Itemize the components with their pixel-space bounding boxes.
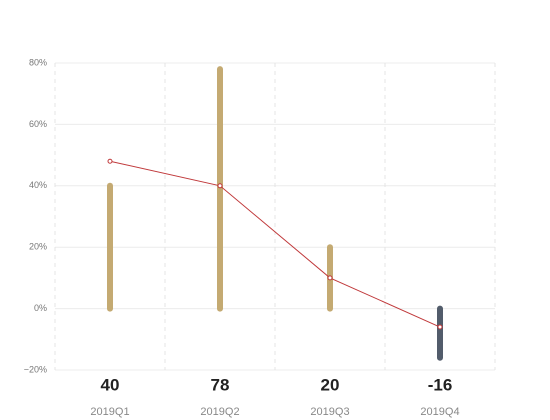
x-tick-label: 2019Q1: [90, 406, 129, 418]
x-tick-label: 2019Q2: [200, 406, 239, 418]
x-tick-label: 2019Q4: [420, 406, 459, 418]
y-tick-label: 80%: [29, 57, 47, 67]
y-tick-label: 60%: [29, 119, 47, 129]
line-point: [437, 324, 443, 330]
x-tick-label: 2019Q3: [310, 406, 349, 418]
y-tick-label: 20%: [29, 242, 47, 252]
value-label: -16: [428, 375, 453, 394]
y-tick-label: 0%: [34, 303, 47, 313]
value-label: 20: [321, 375, 340, 394]
value-label: 78: [211, 375, 230, 394]
line-point: [217, 183, 223, 189]
y-tick-label: −20%: [24, 364, 47, 374]
y-tick-label: 40%: [29, 180, 47, 190]
line-point: [327, 275, 333, 281]
line: [109, 160, 441, 328]
line-point: [107, 158, 113, 164]
value-label: 40: [101, 375, 120, 394]
